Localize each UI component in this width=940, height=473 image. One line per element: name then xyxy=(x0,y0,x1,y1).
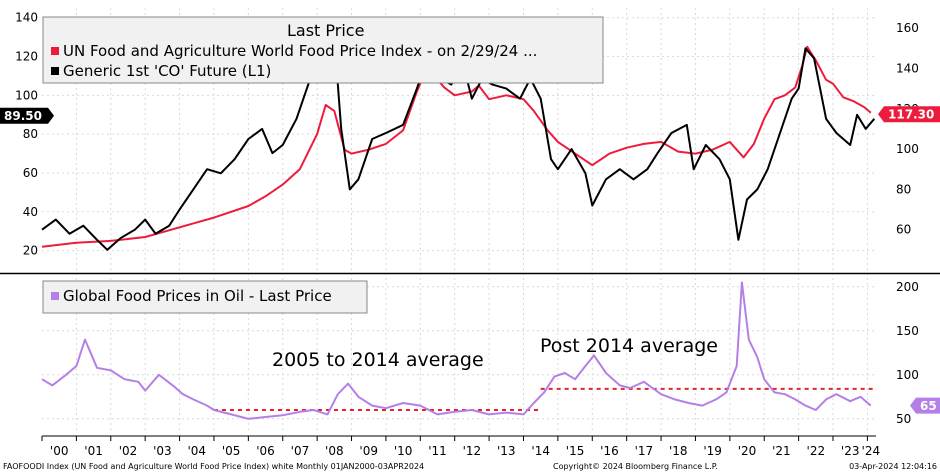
top-left-tick: 40 xyxy=(23,205,38,219)
top-left-tick: 20 xyxy=(23,244,38,258)
footer-copyright: Copyright© 2024 Bloomberg Finance L.P. xyxy=(553,462,718,471)
top-right-tick: 100 xyxy=(896,142,919,156)
x-tick-label: '02 xyxy=(119,444,138,458)
x-tick-label: '12 xyxy=(463,444,482,458)
x-tick-label: '21 xyxy=(772,444,791,458)
x-tick-label: '24 xyxy=(862,444,881,458)
series-food-price-index xyxy=(41,45,872,248)
x-tick-label: '14 xyxy=(531,444,550,458)
legend-bottom: Global Food Prices in Oil - Last Price xyxy=(42,280,368,314)
bottom-right-tick: 100 xyxy=(896,368,919,382)
x-tick-label: '10 xyxy=(394,444,413,458)
top-right-tick: 160 xyxy=(896,21,919,35)
x-tick-label: '07 xyxy=(291,444,310,458)
top-left-tick: 140 xyxy=(15,11,38,25)
badge-left-value: 89.50 xyxy=(0,107,54,124)
top-left-tick: 120 xyxy=(15,50,38,64)
x-tick-label: '08 xyxy=(325,444,344,458)
x-tick-label: '01 xyxy=(84,444,103,458)
top-left-tick: 80 xyxy=(23,127,38,141)
legend-swatch-food-index xyxy=(51,47,59,55)
x-tick-label: '16 xyxy=(600,444,619,458)
x-tick-label: '05 xyxy=(222,444,241,458)
x-tick-label: '09 xyxy=(359,444,378,458)
x-tick-label: '19 xyxy=(703,444,722,458)
annotation-2005-2014-average: 2005 to 2014 average xyxy=(272,349,484,371)
x-tick-label: '06 xyxy=(256,444,275,458)
top-right-tick: 80 xyxy=(896,182,911,196)
x-tick-label: '13 xyxy=(497,444,516,458)
legend-top: Last Price UN Food and Agriculture World… xyxy=(42,16,604,84)
x-tick-label: '15 xyxy=(566,444,585,458)
legend-swatch-food-in-oil xyxy=(51,292,59,300)
bottom-right-tick: 150 xyxy=(896,324,919,338)
footer: FAOFOODI Index (UN Food and Agriculture … xyxy=(3,462,937,471)
footer-source: FAOFOODI Index (UN Food and Agriculture … xyxy=(3,462,424,471)
legend-title: Last Price xyxy=(287,21,364,40)
legend-label-food-in-oil: Global Food Prices in Oil - Last Price xyxy=(63,287,332,305)
x-tick-label: '00 xyxy=(50,444,69,458)
badge-bottom-value: 65 xyxy=(910,397,940,414)
legend-swatch-brent xyxy=(51,67,59,75)
legend-label-food-index: UN Food and Agriculture World Food Price… xyxy=(63,42,537,60)
bottom-right-tick: 200 xyxy=(896,280,919,294)
bottom-right-tick: 50 xyxy=(896,412,911,426)
badge-right-value: 117.30 xyxy=(878,106,940,123)
top-right-tick: 140 xyxy=(896,61,919,75)
series-brent-future xyxy=(41,27,876,251)
svg-text:65: 65 xyxy=(920,399,937,413)
x-tick-label: '18 xyxy=(669,444,688,458)
top-left-tick: 100 xyxy=(15,88,38,102)
x-tick-label: '11 xyxy=(428,444,447,458)
x-tick-label: '03 xyxy=(153,444,172,458)
series-food-in-oil xyxy=(41,281,872,420)
x-tick-label: '04 xyxy=(187,444,206,458)
x-tick-label: '22 xyxy=(807,444,826,458)
x-tick-label: '23 xyxy=(841,444,860,458)
annotation-post-2014-average: Post 2014 average xyxy=(540,335,718,357)
x-tick-label: '17 xyxy=(635,444,654,458)
top-right-tick: 60 xyxy=(896,223,911,237)
svg-text:89.50: 89.50 xyxy=(4,109,42,123)
top-left-tick: 60 xyxy=(23,166,38,180)
footer-timestamp: 03-Apr-2024 12:04:16 xyxy=(849,462,937,471)
svg-text:117.30: 117.30 xyxy=(888,108,934,122)
x-tick-label: '20 xyxy=(738,444,757,458)
legend-label-brent: Generic 1st 'CO' Future (L1) xyxy=(63,62,271,80)
